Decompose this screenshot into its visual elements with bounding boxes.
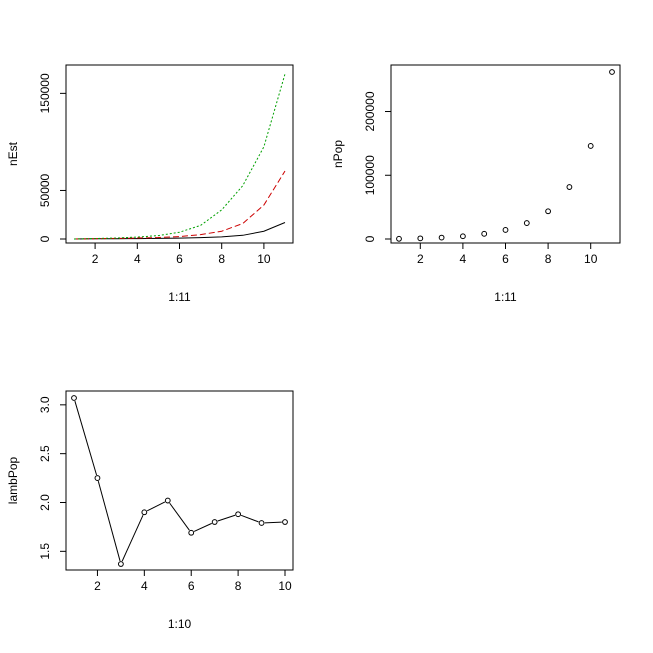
- data-point: [438, 234, 445, 241]
- x-axis-label: 1:11: [494, 290, 517, 304]
- data-point: [587, 143, 594, 149]
- data-point: [609, 69, 615, 75]
- series-line-2: [73, 170, 286, 240]
- data-point: [141, 509, 148, 516]
- data-point: [460, 233, 466, 240]
- x-tick-label: 8: [235, 579, 242, 593]
- x-tick-label: 4: [134, 252, 141, 266]
- x-tick-label: 6: [502, 252, 509, 266]
- y-tick-label: 2.0: [38, 494, 52, 511]
- x-axis-label: 1:11: [168, 290, 191, 304]
- x-tick-label: 8: [218, 252, 225, 266]
- data-point: [523, 220, 530, 226]
- data-point: [502, 227, 509, 233]
- series-line-3: [73, 73, 286, 240]
- data-point: [71, 395, 77, 401]
- chart-panel-3: 2 4 6 8 10 1.5 2.0 2.5 3.0 1:10 lambPop: [6, 390, 294, 631]
- x-tick-label: 6: [176, 252, 183, 266]
- x-tick-label: 4: [460, 252, 467, 266]
- data-point: [396, 235, 402, 242]
- y-tick-label: 200000: [363, 91, 377, 131]
- plot-frame: [65, 64, 294, 244]
- line-segment: [217, 514, 236, 522]
- line-segment: [146, 501, 166, 512]
- x-tick-label: 6: [188, 579, 195, 593]
- chart-panel-2: 2 4 6 8 10 0 100000 200000 1:11 nPop: [331, 64, 621, 304]
- chart-panel-1: 2 4 6 8 10 0 50000 150000 1:11 nEst: [6, 64, 294, 304]
- line-segment: [97, 481, 121, 562]
- x-tick-label: 10: [257, 252, 271, 266]
- data-point: [117, 561, 124, 567]
- plot-frame: [65, 390, 294, 571]
- line-segment: [74, 400, 98, 476]
- y-axis-label: nPop: [331, 140, 345, 168]
- y-tick-label: 0: [363, 235, 377, 242]
- x-tick-label: 2: [417, 252, 424, 266]
- data-point: [545, 208, 551, 215]
- plot-frame: [390, 64, 621, 244]
- x-tick-label: 10: [584, 252, 598, 266]
- x-tick-label: 4: [141, 579, 148, 593]
- y-tick-label: 150000: [38, 73, 52, 113]
- data-point: [258, 520, 265, 526]
- y-tick-label: 2.5: [38, 445, 52, 462]
- data-point: [566, 184, 573, 190]
- y-tick-label: 0: [38, 235, 52, 242]
- data-point: [164, 497, 171, 504]
- data-point: [417, 235, 424, 242]
- y-tick-label: 100000: [363, 155, 377, 195]
- data-point: [282, 519, 288, 525]
- data-point: [235, 511, 242, 518]
- x-tick-label: 10: [278, 579, 292, 593]
- data-point: [188, 529, 195, 536]
- x-tick-label: 8: [545, 252, 552, 266]
- data-point: [481, 230, 488, 237]
- line-segment: [240, 514, 259, 523]
- y-tick-label: 1.5: [38, 543, 52, 560]
- series-line-1: [73, 222, 286, 240]
- data-point: [94, 475, 101, 481]
- x-tick-label: 2: [92, 252, 99, 266]
- x-tick-label: 2: [94, 579, 101, 593]
- line-segment: [169, 502, 190, 531]
- y-axis-label: nEst: [6, 141, 20, 166]
- x-axis-label: 1:10: [168, 617, 192, 631]
- data-point: [211, 519, 218, 525]
- line-segment: [121, 514, 144, 562]
- line-segment: [264, 521, 282, 524]
- y-tick-label: 50000: [38, 173, 52, 207]
- y-tick-label: 3.0: [38, 396, 52, 413]
- y-axis-label: lambPop: [6, 457, 20, 505]
- line-segment: [193, 522, 212, 532]
